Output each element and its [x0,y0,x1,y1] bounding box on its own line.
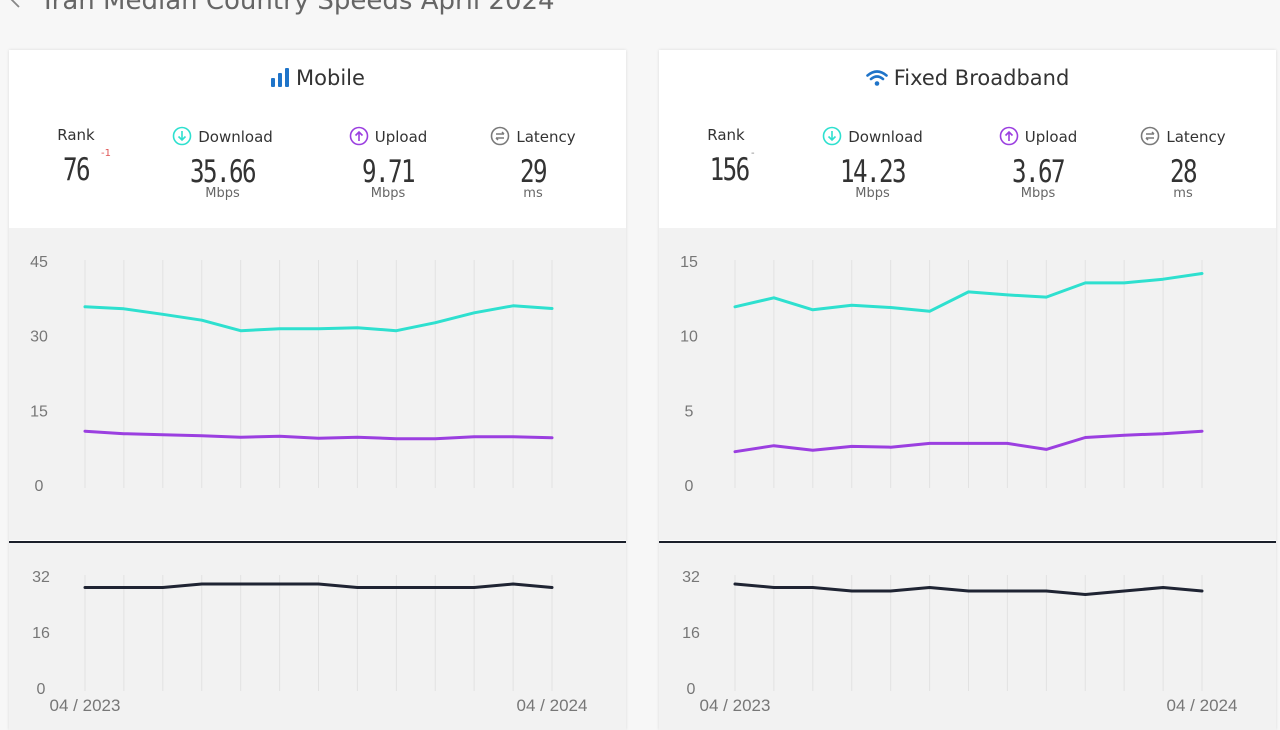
upload-series-line [733,429,1204,454]
mobile-panel: Mobile Rank 76 -1 Download 35.66 Mbps Up… [9,50,626,730]
latency-unit: ms [1173,186,1193,201]
download-label: Download [805,126,940,146]
upload-label-text: Upload [374,128,428,146]
chart-separator [9,541,626,543]
upload-icon [999,126,1019,146]
latency-icon [1141,126,1160,146]
y-tick-label: 16 [682,625,700,642]
download-icon [822,126,842,146]
download-unit: Mbps [205,186,240,201]
rank-label: Rank [57,126,95,144]
latency-series-line [83,582,554,589]
latency-chart-background [659,543,1276,730]
y-tick-label: 0 [37,681,46,698]
download-label-text: Download [198,128,273,146]
y-tick-label: 0 [35,478,44,495]
latency-icon [491,126,510,146]
y-tick-label: 32 [32,569,50,586]
download-icon [172,126,192,146]
mobile-charts: 0 15 30 45 0 16 32 04 / 2023 04 / 2024 [30,254,588,715]
latency-stat: Latency 28 ms [1133,126,1233,201]
panel-title: Fixed Broadband [659,66,1276,90]
panel-title: Mobile [9,66,626,90]
rank-label: Rank [707,126,745,144]
x-end-label: 04 / 2024 [1167,696,1238,715]
download-value: 14.23 [839,154,907,190]
latency-label: Latency [483,126,583,146]
x-end-label: 04 / 2024 [517,696,588,715]
upload-label-text: Upload [1024,128,1078,146]
y-tick-label: 15 [30,403,48,420]
download-series-line [733,272,1204,313]
y-tick-label: 15 [680,254,698,271]
latency-unit: ms [523,186,543,201]
signal-bars-icon [271,68,290,87]
upload-value: 9.71 [362,154,416,190]
upload-icon [349,126,369,146]
y-tick-label: 32 [682,569,700,586]
upload-series-line [83,429,554,441]
download-stat: Download 14.23 Mbps [805,126,940,201]
latency-series-line [733,582,1204,596]
speed-chart-background [659,228,1276,540]
wifi-icon [865,70,888,86]
fixed-broadband-charts: 0 5 10 15 0 16 32 04 / 2023 04 / 2024 [680,254,1238,715]
y-tick-label: 16 [32,625,50,642]
latency-chart-background [9,543,626,730]
rank-stat: Rank 156 - [705,126,754,188]
y-tick-label: 5 [685,403,694,420]
page-title-text: Iran Median Country Speeds April 2024 [44,0,555,16]
download-unit: Mbps [855,186,890,201]
chart-separator [659,541,1276,543]
y-tick-label: 10 [680,329,698,346]
y-tick-label: 45 [30,254,48,271]
y-tick-label: 0 [685,478,694,495]
y-tick-label: 30 [30,329,48,346]
latency-label: Latency [1133,126,1233,146]
panel-title-text: Fixed Broadband [893,66,1070,90]
y-tick-label: 0 [687,681,696,698]
rank-change: - [751,148,755,159]
download-stat: Download 35.66 Mbps [155,126,290,201]
upload-unit: Mbps [370,186,406,201]
upload-label: Upload [333,126,443,146]
rank-change: -1 [101,148,111,159]
download-series-line [83,304,554,333]
latency-value: 29 [519,154,548,190]
speed-chart-background [9,228,626,540]
latency-label-text: Latency [1166,128,1226,146]
upload-label: Upload [983,126,1093,146]
latency-label-text: Latency [516,128,576,146]
x-start-label: 04 / 2023 [700,696,771,715]
rank-stat: Rank 76 -1 [55,126,111,188]
x-start-label: 04 / 2023 [50,696,121,715]
page-title: Iran Median Country Speeds April 2024 [8,0,555,16]
panel-title-text: Mobile [296,66,365,90]
latency-value: 28 [1169,154,1198,190]
upload-value: 3.67 [1012,154,1066,190]
download-label: Download [155,126,290,146]
upload-unit: Mbps [1020,186,1056,201]
back-arrow-icon[interactable] [8,0,34,16]
download-value: 35.66 [189,154,257,190]
latency-stat: Latency 29 ms [483,126,583,201]
rank-value: 76 [62,152,91,188]
upload-stat: Upload 3.67 Mbps [983,126,1093,201]
fixed-broadband-panel: Fixed Broadband Rank 156 - Download 14.2… [659,50,1276,730]
upload-stat: Upload 9.71 Mbps [333,126,443,201]
download-label-text: Download [848,128,923,146]
